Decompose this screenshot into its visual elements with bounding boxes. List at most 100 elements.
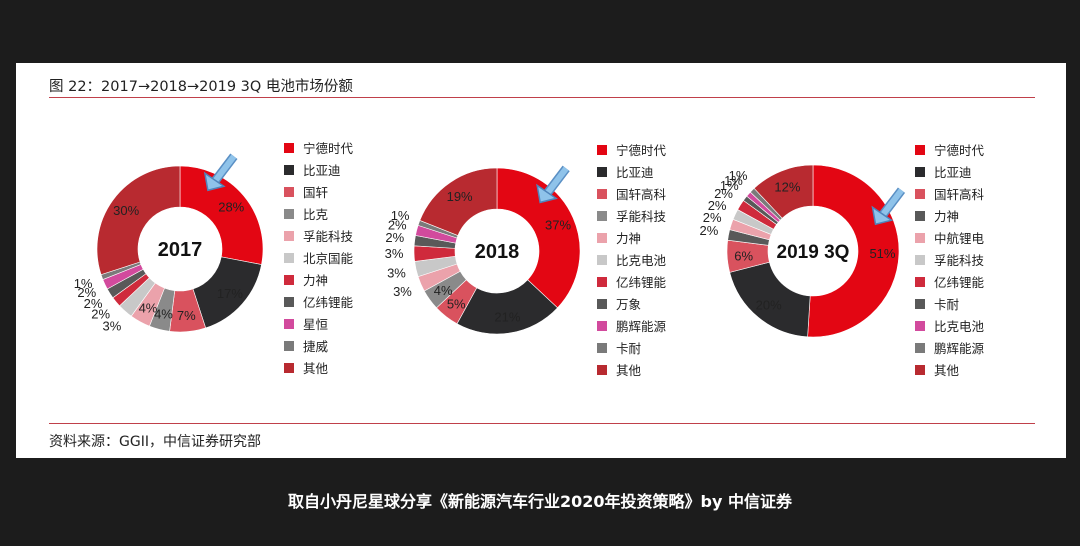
- legend-swatch-2-6: [915, 277, 925, 287]
- legend-label-0-10: 其他: [303, 361, 329, 376]
- source-note: 资料来源：GGII，中信证券研究部: [49, 434, 261, 450]
- legend-swatch-1-10: [597, 365, 607, 375]
- slice-0-10: [96, 165, 181, 276]
- legend-label-1-7: 万象: [616, 297, 641, 312]
- legend-label-1-8: 鹏辉能源: [616, 319, 667, 334]
- legend-label-2-9: 鹏辉能源: [934, 341, 985, 356]
- legend-label-0-7: 亿纬锂能: [303, 295, 354, 310]
- legend-label-2-2: 国轩高科: [934, 187, 985, 202]
- data-label-2-2: 6%: [734, 248, 753, 263]
- source-divider: [49, 423, 1035, 424]
- data-label-1-5: 3%: [387, 265, 406, 280]
- legend-label-0-5: 北京国能: [303, 251, 354, 266]
- caption: 取自小丹尼星球分享《新能源汽车行业2020年投资策略》by 中信证券: [288, 492, 792, 511]
- legend-label-2-0: 宁德时代: [934, 143, 985, 158]
- data-label-0-2: 7%: [177, 308, 196, 323]
- legend-label-0-6: 力神: [303, 273, 328, 288]
- legend-label-0-8: 星恒: [303, 317, 328, 332]
- data-label-2-7: 1%: [720, 178, 739, 193]
- data-label-2-8: 1%: [724, 173, 743, 188]
- data-label-1-4: 3%: [393, 284, 412, 299]
- legend-swatch-2-7: [915, 299, 925, 309]
- center-label-1: 2018: [475, 241, 520, 263]
- highlight-arrow-inner-0: [212, 154, 237, 184]
- legend-swatch-0-5: [284, 253, 294, 263]
- legend-swatch-0-9: [284, 341, 294, 351]
- data-label-1-6: 3%: [385, 246, 404, 261]
- legend-label-2-7: 卡耐: [934, 297, 960, 312]
- data-label-0-8: 2%: [77, 285, 96, 300]
- legend-label-2-3: 力神: [934, 209, 959, 224]
- legend-swatch-1-9: [597, 343, 607, 353]
- data-label-2-3: 2%: [699, 223, 718, 238]
- legend-swatch-0-3: [284, 209, 294, 219]
- legend-label-2-5: 孚能科技: [934, 253, 985, 268]
- highlight-arrow-head-0: [203, 171, 226, 192]
- legend-swatch-1-2: [597, 189, 607, 199]
- legend-swatch-1-1: [597, 167, 607, 177]
- data-label-2-10: 12%: [774, 179, 800, 194]
- data-label-0-3: 4%: [154, 306, 173, 321]
- legend-swatch-1-3: [597, 211, 607, 221]
- legend-swatch-2-1: [915, 167, 925, 177]
- data-label-2-1: 20%: [756, 298, 782, 313]
- data-label-1-10: 19%: [447, 189, 473, 204]
- legend-label-1-3: 孚能科技: [616, 209, 667, 224]
- legend-label-1-0: 宁德时代: [616, 143, 667, 158]
- data-label-2-4: 2%: [703, 210, 722, 225]
- legend-label-0-1: 比亚迪: [303, 163, 341, 178]
- slice-2-10: [753, 164, 814, 219]
- legend-label-1-4: 力神: [616, 231, 641, 246]
- data-label-0-10: 30%: [113, 203, 139, 218]
- title-divider: [49, 97, 1035, 98]
- data-label-1-3: 4%: [434, 283, 453, 298]
- legend-label-0-9: 捷威: [303, 339, 329, 354]
- data-label-0-6: 2%: [91, 307, 110, 322]
- data-label-1-0: 37%: [545, 218, 571, 233]
- slice-2-0: [807, 164, 900, 338]
- legend-label-0-3: 比克: [303, 207, 328, 222]
- legend-swatch-0-10: [284, 363, 294, 373]
- data-label-0-4: 4%: [139, 300, 158, 315]
- legend-swatch-2-4: [915, 233, 925, 243]
- legend-label-0-0: 宁德时代: [303, 141, 354, 156]
- legend-swatch-1-5: [597, 255, 607, 265]
- legend-swatch-0-8: [284, 319, 294, 329]
- legend-swatch-1-6: [597, 277, 607, 287]
- data-label-1-2: 5%: [447, 297, 466, 312]
- data-label-1-8: 2%: [388, 217, 407, 232]
- legend-label-1-5: 比克电池: [616, 253, 667, 268]
- slice-1-10: [419, 167, 498, 236]
- data-label-0-0: 28%: [218, 200, 244, 215]
- legend-swatch-2-10: [915, 365, 925, 375]
- data-label-2-0: 51%: [869, 246, 895, 261]
- data-label-2-9: 1%: [729, 168, 748, 183]
- data-label-0-9: 1%: [74, 276, 93, 291]
- center-label-2: 2019 3Q: [777, 242, 850, 263]
- legend-swatch-1-0: [597, 145, 607, 155]
- legend-swatch-2-8: [915, 321, 925, 331]
- legend-label-1-9: 卡耐: [616, 341, 642, 356]
- legend-label-1-6: 亿纬锂能: [616, 275, 667, 290]
- legend-label-1-2: 国轩高科: [616, 187, 667, 202]
- legend-label-1-1: 比亚迪: [616, 165, 654, 180]
- legend-swatch-1-7: [597, 299, 607, 309]
- legend-swatch-1-8: [597, 321, 607, 331]
- data-label-1-1: 21%: [494, 310, 520, 325]
- legend-label-2-8: 比克电池: [934, 319, 985, 334]
- legend-label-0-4: 孚能科技: [303, 229, 354, 244]
- data-label-2-6: 2%: [714, 186, 733, 201]
- legend-swatch-0-0: [284, 143, 294, 153]
- center-label-0: 2017: [158, 239, 203, 261]
- legend-swatch-0-6: [284, 275, 294, 285]
- legend-swatch-2-3: [915, 211, 925, 221]
- highlight-arrow-head-1: [536, 183, 558, 204]
- legend-swatch-0-2: [284, 187, 294, 197]
- legend-swatch-0-1: [284, 165, 294, 175]
- legend-swatch-2-5: [915, 255, 925, 265]
- legend-label-0-2: 国轩: [303, 185, 328, 200]
- legend-label-2-4: 中航锂电: [934, 231, 985, 246]
- figure-title: 图 22：2017→2018→2019 3Q 电池市场份额: [49, 79, 353, 95]
- legend-swatch-1-4: [597, 233, 607, 243]
